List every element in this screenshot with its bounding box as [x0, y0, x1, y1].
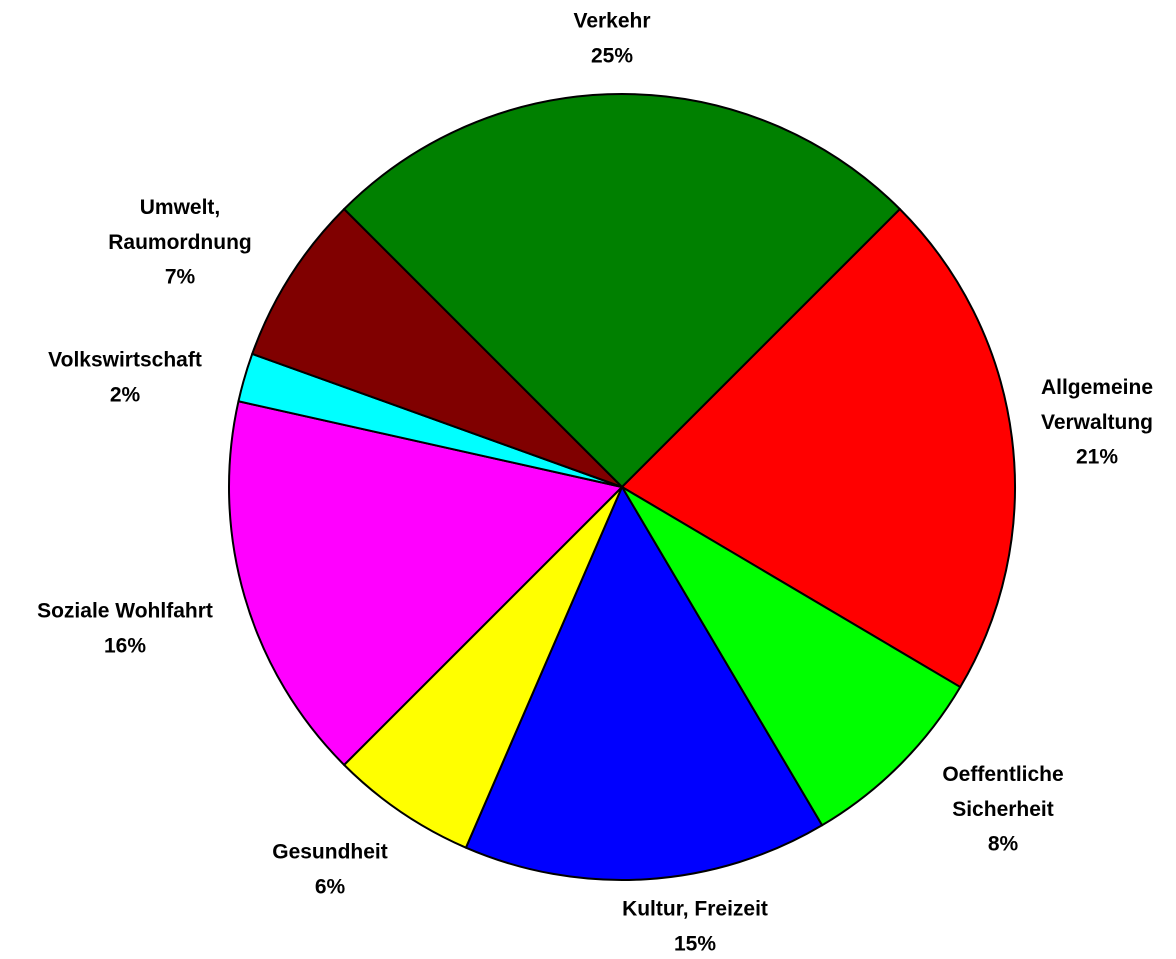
slice-value-label: 7% [165, 266, 196, 289]
pie-slice [228, 400, 623, 766]
pie-slice [464, 486, 824, 881]
slice-value-label: 21% [1076, 446, 1118, 469]
slice-label: Verkehr [573, 10, 650, 33]
slice-label: Oeffentliche Sicherheit [942, 763, 1063, 821]
pie-slice [251, 208, 623, 488]
slice-value-label: 2% [110, 384, 141, 407]
slice-value-label: 6% [315, 876, 346, 899]
slice-label: Volkswirtschaft [48, 349, 202, 372]
pie-slice [343, 93, 901, 488]
slice-label: Soziale Wohlfahrt [37, 600, 213, 623]
slice-value-label: 25% [591, 45, 633, 68]
pie-slice [343, 486, 623, 849]
slice-label: Umwelt, Raumordnung [108, 196, 251, 254]
slice-value-label: 16% [104, 635, 146, 658]
slice-label: Gesundheit [272, 841, 388, 864]
slice-label: Kultur, Freizeit [622, 898, 768, 921]
slice-value-label: 8% [988, 833, 1019, 856]
slice-label: Allgemeine Verwaltung [1041, 376, 1153, 434]
slice-value-label: 15% [674, 933, 716, 956]
pie-slice [621, 208, 1016, 689]
pie-slice [621, 486, 962, 827]
